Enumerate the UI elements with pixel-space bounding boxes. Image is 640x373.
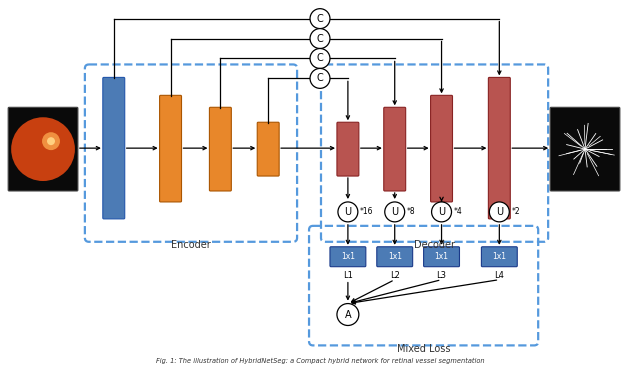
- Text: Mixed Loss: Mixed Loss: [397, 344, 451, 354]
- Circle shape: [385, 202, 404, 222]
- Circle shape: [47, 137, 55, 145]
- Circle shape: [338, 202, 358, 222]
- Text: *16: *16: [360, 207, 373, 216]
- Text: 1x1: 1x1: [388, 252, 402, 261]
- FancyBboxPatch shape: [209, 107, 231, 191]
- Text: U: U: [391, 207, 398, 217]
- Text: U: U: [496, 207, 503, 217]
- FancyBboxPatch shape: [337, 122, 359, 176]
- Circle shape: [490, 202, 509, 222]
- FancyBboxPatch shape: [384, 107, 406, 191]
- FancyBboxPatch shape: [330, 247, 366, 267]
- Text: C: C: [317, 14, 323, 23]
- Circle shape: [310, 29, 330, 48]
- Text: *4: *4: [454, 207, 462, 216]
- Circle shape: [431, 202, 451, 222]
- Text: U: U: [344, 207, 351, 217]
- Text: C: C: [317, 53, 323, 63]
- FancyBboxPatch shape: [424, 247, 460, 267]
- Circle shape: [310, 48, 330, 68]
- Text: C: C: [317, 34, 323, 44]
- FancyBboxPatch shape: [488, 78, 510, 219]
- Text: Encoder: Encoder: [171, 240, 211, 250]
- Text: 1x1: 1x1: [435, 252, 449, 261]
- Text: *2: *2: [511, 207, 520, 216]
- Text: L3: L3: [436, 271, 447, 280]
- FancyBboxPatch shape: [550, 107, 620, 191]
- Text: 1x1: 1x1: [492, 252, 506, 261]
- Text: 1x1: 1x1: [341, 252, 355, 261]
- Text: *8: *8: [406, 207, 415, 216]
- Text: U: U: [438, 207, 445, 217]
- Text: Decoder: Decoder: [414, 240, 455, 250]
- Text: L1: L1: [343, 271, 353, 280]
- Circle shape: [310, 9, 330, 29]
- Text: L2: L2: [390, 271, 399, 280]
- FancyBboxPatch shape: [257, 122, 279, 176]
- FancyBboxPatch shape: [159, 95, 182, 202]
- Circle shape: [11, 117, 75, 181]
- FancyBboxPatch shape: [377, 247, 413, 267]
- FancyBboxPatch shape: [481, 247, 517, 267]
- Text: A: A: [344, 310, 351, 320]
- FancyBboxPatch shape: [8, 107, 78, 191]
- Circle shape: [337, 304, 359, 326]
- Circle shape: [42, 132, 60, 150]
- FancyBboxPatch shape: [431, 95, 452, 202]
- Text: Fig. 1: The illustration of HybridNetSeg: a Compact hybrid network for retinal v: Fig. 1: The illustration of HybridNetSeg…: [156, 358, 484, 364]
- Text: L4: L4: [494, 271, 504, 280]
- Circle shape: [310, 68, 330, 88]
- FancyBboxPatch shape: [103, 78, 125, 219]
- Text: C: C: [317, 73, 323, 84]
